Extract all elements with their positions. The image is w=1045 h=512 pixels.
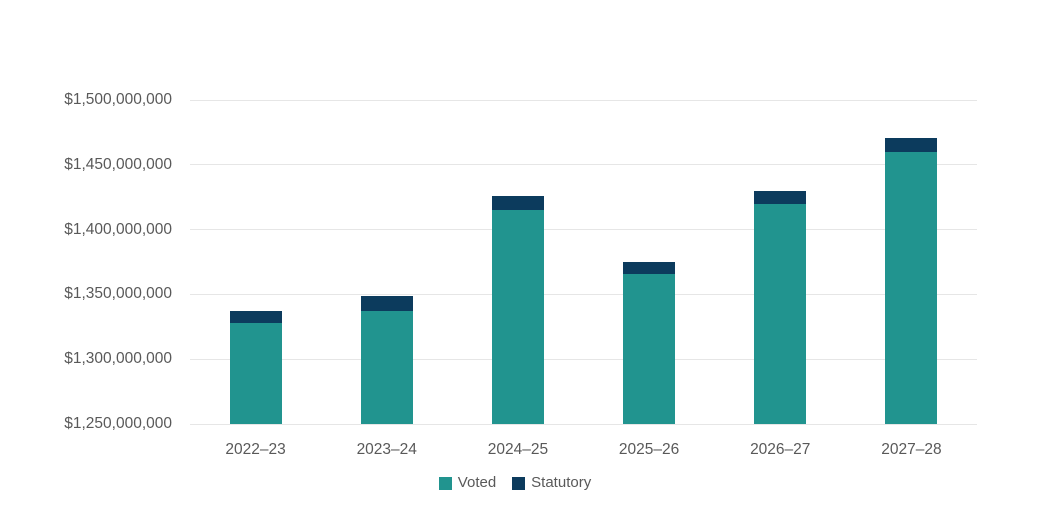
legend-label-voted: Voted: [457, 474, 497, 491]
legend-item-statutory: Statutory: [512, 473, 591, 493]
y-axis-tick-label: $1,350,000,000: [64, 285, 172, 303]
gridline: [190, 229, 977, 231]
x-axis-label-2027-28: 2027–28: [881, 441, 942, 458]
voted-bar-segment-2022-23: [229, 322, 282, 424]
legend-swatch-statutory-icon: [512, 476, 526, 490]
x-axis-label-2022-23: 2022–23: [225, 441, 286, 458]
statutory-bar-segment-2023-24: [360, 295, 413, 312]
legend-swatch-voted-icon: [438, 476, 452, 490]
x-axis-label-2024-25: 2024–25: [487, 441, 549, 458]
statutory-bar-segment-2026-27: [754, 190, 807, 204]
statutory-bar-segment-2027-28: [885, 137, 938, 152]
gridline: [190, 99, 977, 101]
y-axis-tick-label: $1,250,000,000: [64, 415, 172, 432]
statutory-bar-segment-2022-23: [229, 311, 282, 323]
voted-bar-segment-2027-28: [885, 151, 938, 424]
gridline: [190, 164, 977, 166]
y-axis-tick-label: $1,450,000,000: [64, 155, 172, 173]
legend-label-statutory: Statutory: [531, 474, 592, 491]
statutory-bar-segment-2024-25: [491, 195, 544, 211]
voted-bar-segment-2026-27: [754, 203, 807, 424]
y-axis-tick-label: $1,500,000,000: [64, 91, 172, 108]
gridline: [190, 293, 977, 295]
voted-bar-segment-2023-24: [360, 311, 413, 424]
statutory-bar-segment-2025-26: [623, 262, 676, 274]
y-axis-tick-label: $1,300,000,000: [64, 350, 172, 368]
y-axis-tick-label: $1,400,000,000: [64, 220, 172, 238]
x-axis-label-2023-24: 2023–24: [356, 441, 417, 458]
voted-bar-segment-2025-26: [623, 273, 676, 424]
legend: Voted Statutory: [0, 473, 1030, 493]
gridline: [190, 423, 977, 425]
legend-item-voted: Voted: [438, 473, 497, 493]
plot-area: [190, 99, 977, 425]
x-axis-label-2026-27: 2026–27: [750, 441, 811, 458]
x-axis-label-2025-26: 2025–26: [618, 441, 680, 458]
voted-bar-segment-2024-25: [491, 210, 544, 424]
gridline: [190, 358, 977, 360]
